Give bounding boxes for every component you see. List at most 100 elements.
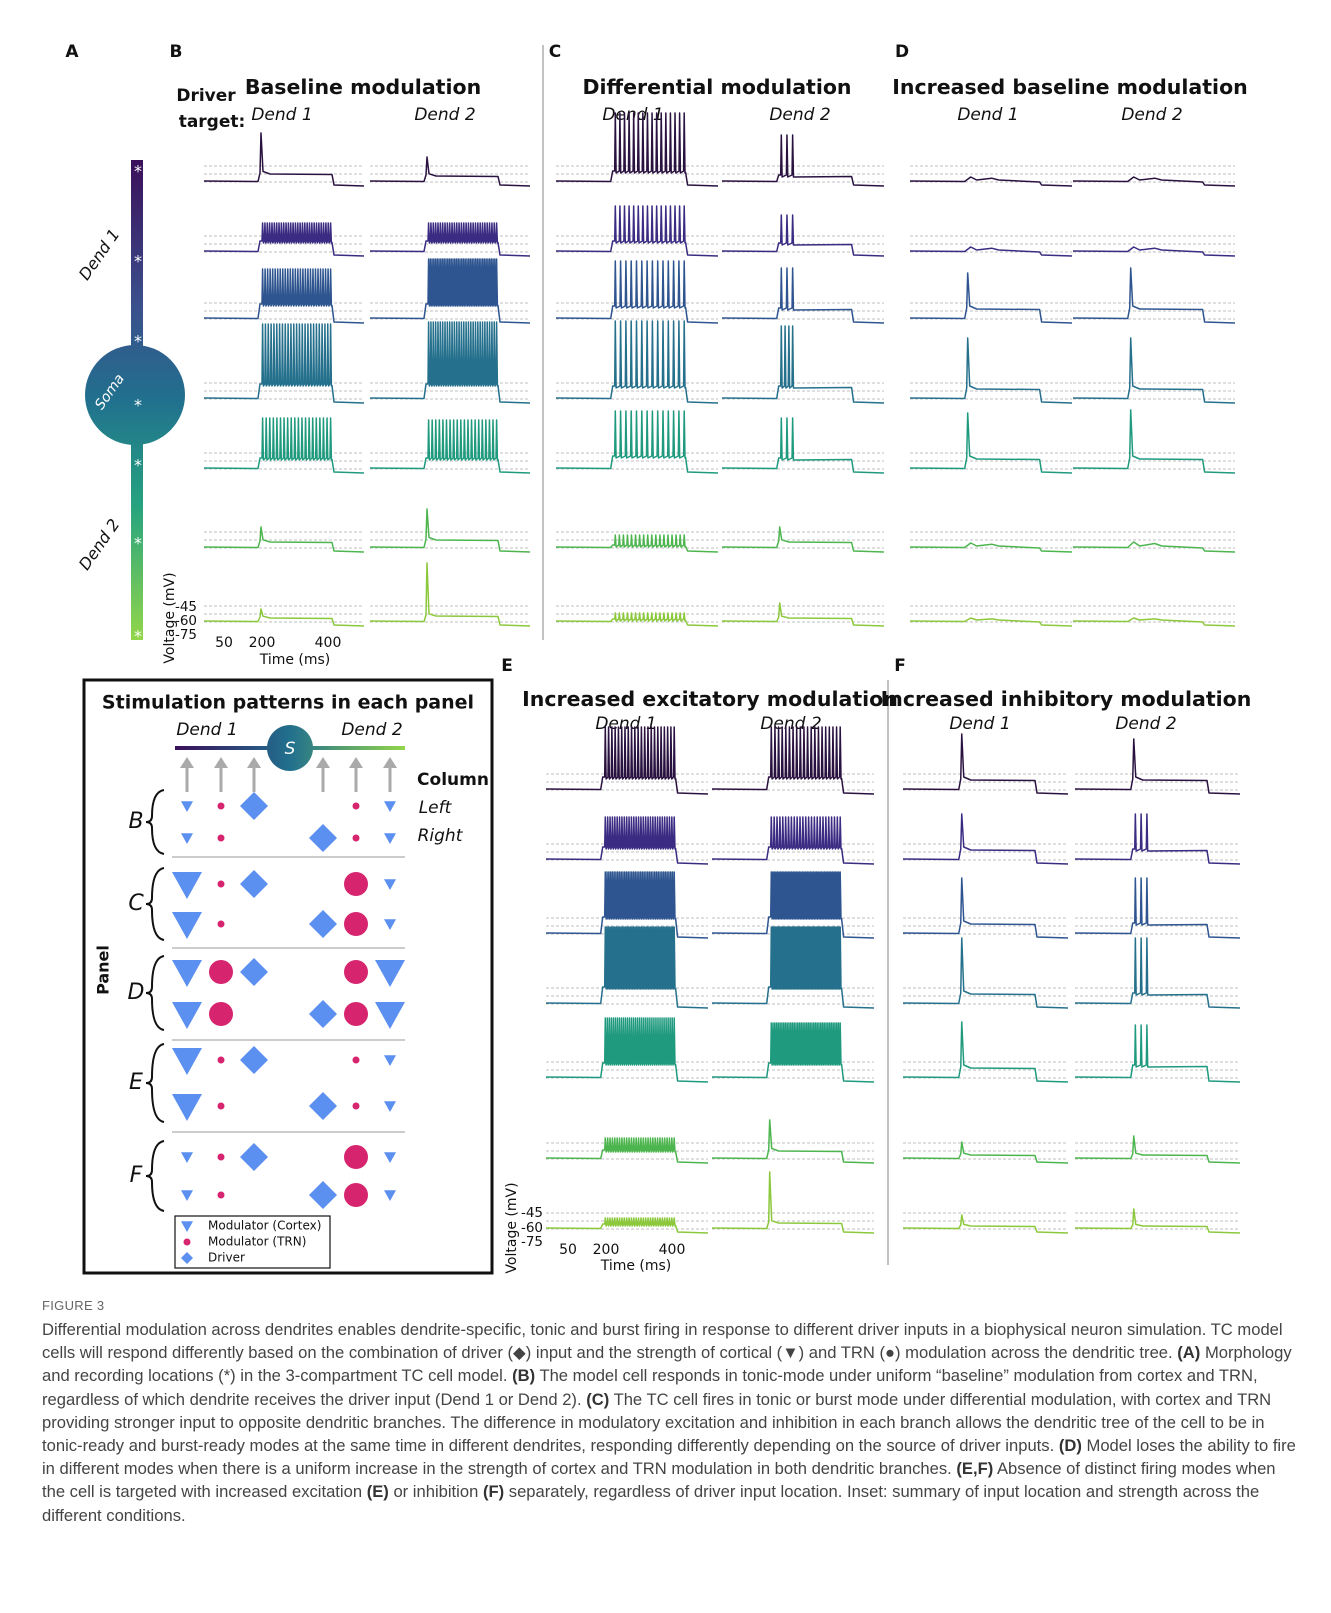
voltage-trace <box>545 871 709 939</box>
trn-symbol <box>344 912 368 936</box>
column-label: Dend 2 <box>1121 105 1182 125</box>
trn-symbol <box>344 960 368 984</box>
panel-title: Baseline modulation <box>245 75 481 99</box>
panel-axis-label: Panel <box>94 945 113 995</box>
voltage-trace <box>909 176 1073 187</box>
y-tick-label: -45 <box>175 599 197 615</box>
voltage-trace <box>555 612 719 627</box>
legend-label: Driver <box>208 1251 245 1265</box>
voltage-trace <box>711 1119 875 1164</box>
soma <box>85 345 185 445</box>
x-axis-label: Time (ms) <box>259 652 331 668</box>
cortex-symbol <box>384 833 396 844</box>
cortex-symbol <box>181 1152 193 1163</box>
cortex-symbol <box>181 833 193 844</box>
brace <box>145 867 165 941</box>
voltage-trace <box>721 526 885 553</box>
trn-symbol <box>217 1102 225 1110</box>
voltage-trace <box>909 337 1073 404</box>
caption-panel-ref: (E) <box>366 1482 389 1502</box>
inset-dend-label: Dend 1 <box>176 720 237 740</box>
voltage-trace <box>1074 1208 1241 1234</box>
x-tick-label: 200 <box>249 635 276 651</box>
driver-symbol <box>240 1046 268 1074</box>
voltage-trace <box>545 816 709 865</box>
driver-label: target: <box>179 112 246 132</box>
row-label: F <box>130 1163 143 1188</box>
driver-label: Driver <box>176 86 236 106</box>
legend-label: Modulator (Cortex) <box>208 1219 321 1233</box>
column-heading: Column <box>417 770 489 790</box>
voltage-trace <box>721 267 885 324</box>
voltage-trace <box>711 816 875 865</box>
voltage-trace <box>902 733 1069 795</box>
voltage-trace <box>555 534 719 553</box>
cortex-symbol <box>172 1094 202 1121</box>
cortex-symbol <box>375 1002 405 1029</box>
voltage-trace <box>555 320 719 404</box>
column-label: Dend 2 <box>1115 714 1176 734</box>
voltage-trace <box>369 156 531 187</box>
voltage-trace <box>902 877 1069 939</box>
caption-text: Model loses the ability to fire in diffe… <box>42 1436 1296 1479</box>
voltage-trace <box>203 132 365 187</box>
driver-symbol <box>240 1143 268 1171</box>
cortex-symbol <box>181 1221 193 1232</box>
voltage-trace <box>545 1137 709 1164</box>
caption-text: The TC cell fires in tonic or burst mode… <box>42 1389 1272 1456</box>
caption-text: The model cell responds in tonic-mode un… <box>42 1366 1258 1409</box>
driver-symbol <box>240 958 268 986</box>
voltage-trace <box>369 562 531 627</box>
panel-title: Increased baseline modulation <box>892 75 1248 99</box>
brace <box>145 955 165 1031</box>
row-label: E <box>129 1070 143 1095</box>
cortex-symbol <box>172 1048 202 1075</box>
y-tick-label: -60 <box>175 613 197 629</box>
voltage-trace <box>909 272 1073 324</box>
driver-symbol <box>309 1181 337 1209</box>
trn-symbol <box>217 802 225 810</box>
cortex-symbol <box>384 1152 396 1163</box>
soma <box>267 725 313 771</box>
voltage-trace <box>1072 176 1236 187</box>
arrow-head <box>383 757 397 768</box>
trn-symbol <box>217 1191 225 1199</box>
trn-symbol <box>352 834 360 842</box>
voltage-trace <box>369 508 531 553</box>
arrow-head <box>349 757 363 768</box>
recording-site: * <box>134 396 142 415</box>
panel-letter: F <box>894 656 906 676</box>
voltage-trace <box>369 321 531 404</box>
voltage-trace <box>555 260 719 324</box>
x-tick-label: 200 <box>593 1242 620 1258</box>
caption-panel-ref: (C) <box>586 1389 610 1409</box>
voltage-trace <box>909 246 1073 257</box>
brace <box>145 1140 165 1212</box>
voltage-trace <box>545 1017 709 1083</box>
voltage-trace <box>1074 738 1241 795</box>
voltage-trace <box>203 222 365 257</box>
trn-symbol <box>344 1002 368 1026</box>
y-axis-label: Voltage (mV) <box>504 1182 520 1273</box>
panel-title: Increased inhibitory modulation <box>881 687 1252 711</box>
legend-box <box>174 1215 331 1269</box>
x-tick-label: 400 <box>315 635 342 651</box>
cortex-symbol <box>172 912 202 939</box>
voltage-trace <box>902 813 1069 865</box>
voltage-trace <box>369 258 531 324</box>
voltage-trace <box>1074 877 1241 939</box>
caption-text: separately, regardless of driver input l… <box>42 1482 1260 1525</box>
caption-panel-ref: (E,F) <box>956 1459 994 1479</box>
trn-symbol <box>209 960 233 984</box>
trn-symbol <box>352 802 360 810</box>
recording-site: * <box>134 627 142 646</box>
brace <box>145 1043 165 1123</box>
cortex-symbol <box>172 960 202 987</box>
cortex-symbol <box>384 919 396 930</box>
legend-label: Modulator (TRN) <box>208 1235 306 1249</box>
voltage-trace <box>902 1214 1069 1234</box>
panel-title: Increased excitatory modulation <box>522 687 898 711</box>
voltage-trace <box>721 134 885 187</box>
